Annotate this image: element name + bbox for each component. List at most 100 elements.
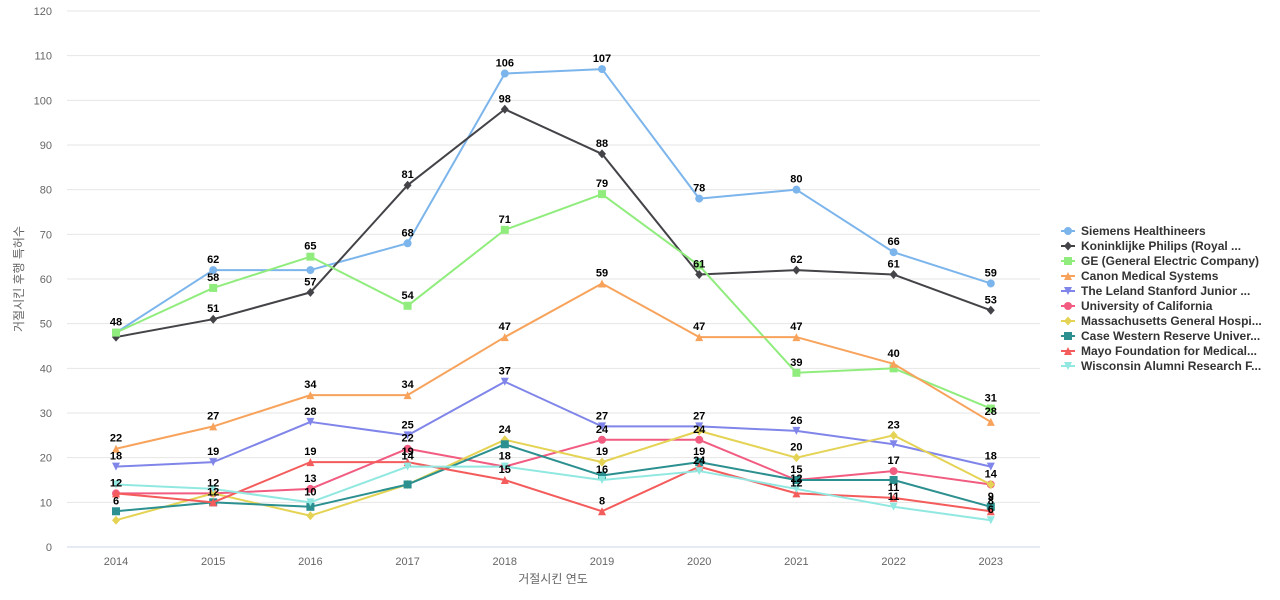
data-point[interactable]: [695, 426, 704, 436]
data-point[interactable]: [403, 391, 412, 400]
data-point[interactable]: [695, 458, 704, 467]
data-point[interactable]: [889, 359, 898, 368]
data-point[interactable]: [889, 270, 898, 280]
data-point[interactable]: [500, 476, 509, 484]
data-point[interactable]: [500, 440, 509, 449]
data-point[interactable]: [112, 462, 120, 471]
legend-marker[interactable]: [1064, 287, 1072, 295]
data-point[interactable]: [209, 488, 218, 498]
data-point[interactable]: [403, 431, 412, 440]
data-point[interactable]: [695, 435, 704, 444]
data-point[interactable]: [986, 417, 995, 426]
data-point[interactable]: [889, 430, 898, 440]
data-point[interactable]: [695, 261, 704, 270]
data-point[interactable]: [792, 368, 801, 377]
data-point[interactable]: [403, 462, 412, 471]
data-point[interactable]: [500, 377, 509, 386]
data-point[interactable]: [112, 480, 120, 489]
data-point[interactable]: [209, 283, 218, 292]
legend-item[interactable]: The Leland Stanford Junior ...: [1061, 284, 1250, 298]
data-point[interactable]: [889, 440, 898, 449]
data-point[interactable]: [695, 333, 704, 342]
data-point[interactable]: [403, 480, 412, 489]
data-point[interactable]: [500, 104, 509, 114]
data-point[interactable]: [792, 426, 801, 435]
data-point[interactable]: [403, 180, 412, 190]
data-point[interactable]: [889, 502, 898, 511]
data-point[interactable]: [792, 484, 801, 493]
data-point[interactable]: [986, 479, 995, 489]
data-point[interactable]: [986, 502, 995, 511]
data-point[interactable]: [889, 364, 898, 373]
legend-item[interactable]: Mayo Foundation for Medical...: [1061, 344, 1257, 358]
data-point[interactable]: [209, 498, 218, 507]
data-point[interactable]: [500, 462, 509, 471]
legend-marker[interactable]: [1064, 332, 1072, 340]
data-point[interactable]: [792, 265, 801, 275]
data-point[interactable]: [986, 516, 995, 525]
legend-marker[interactable]: [1064, 257, 1072, 265]
data-point[interactable]: [986, 462, 995, 471]
legend-item[interactable]: GE (General Electric Company): [1061, 254, 1259, 268]
data-point[interactable]: [306, 502, 315, 511]
data-point[interactable]: [598, 507, 606, 516]
data-point[interactable]: [209, 314, 218, 324]
data-point[interactable]: [306, 266, 315, 275]
data-point[interactable]: [598, 190, 606, 199]
data-point[interactable]: [889, 248, 898, 257]
data-point[interactable]: [500, 333, 509, 342]
legend-item[interactable]: Case Western Reserve Univer...: [1061, 329, 1260, 343]
data-point[interactable]: [403, 239, 412, 248]
data-point[interactable]: [792, 185, 801, 194]
data-point[interactable]: [889, 467, 898, 476]
data-point[interactable]: [306, 287, 315, 297]
legend-marker[interactable]: [1064, 347, 1072, 355]
data-point[interactable]: [209, 484, 218, 493]
data-point[interactable]: [598, 149, 606, 159]
legend-item[interactable]: Canon Medical Systems: [1061, 269, 1219, 283]
legend-item[interactable]: University of California: [1061, 299, 1213, 313]
data-point[interactable]: [598, 457, 606, 467]
data-point[interactable]: [306, 252, 315, 261]
data-point[interactable]: [112, 444, 120, 453]
data-point[interactable]: [695, 467, 704, 476]
data-point[interactable]: [598, 435, 606, 444]
legend-item[interactable]: Siemens Healthineers: [1061, 224, 1206, 238]
data-point[interactable]: [792, 453, 801, 463]
legend-item[interactable]: Koninklijke Philips (Royal ...: [1061, 239, 1241, 253]
legend-marker[interactable]: [1064, 227, 1072, 235]
data-point[interactable]: [598, 279, 606, 288]
legend-marker[interactable]: [1064, 316, 1072, 326]
data-point[interactable]: [986, 279, 995, 288]
data-point[interactable]: [986, 305, 995, 315]
data-point[interactable]: [209, 422, 218, 431]
data-point[interactable]: [500, 69, 509, 78]
data-point[interactable]: [598, 471, 606, 480]
data-point[interactable]: [306, 498, 315, 507]
data-point[interactable]: [792, 333, 801, 342]
data-point[interactable]: [209, 266, 218, 275]
data-point[interactable]: [112, 328, 120, 337]
data-point[interactable]: [112, 515, 120, 525]
legend-marker[interactable]: [1064, 362, 1072, 370]
data-point[interactable]: [792, 476, 801, 484]
data-point[interactable]: [112, 489, 120, 498]
data-point[interactable]: [792, 489, 801, 498]
data-point[interactable]: [306, 484, 315, 493]
data-point[interactable]: [306, 511, 315, 521]
data-point[interactable]: [986, 404, 995, 413]
data-point[interactable]: [598, 422, 606, 431]
data-point[interactable]: [598, 476, 606, 484]
data-point[interactable]: [889, 476, 898, 484]
data-point[interactable]: [403, 444, 412, 453]
legend-marker[interactable]: [1064, 302, 1072, 310]
data-point[interactable]: [209, 458, 218, 467]
data-point[interactable]: [695, 194, 704, 203]
legend-item[interactable]: Massachusetts General Hospi...: [1061, 314, 1262, 328]
data-point[interactable]: [598, 65, 606, 74]
legend-marker[interactable]: [1064, 272, 1072, 280]
data-point[interactable]: [889, 493, 898, 502]
data-point[interactable]: [306, 417, 315, 426]
data-point[interactable]: [500, 225, 509, 234]
